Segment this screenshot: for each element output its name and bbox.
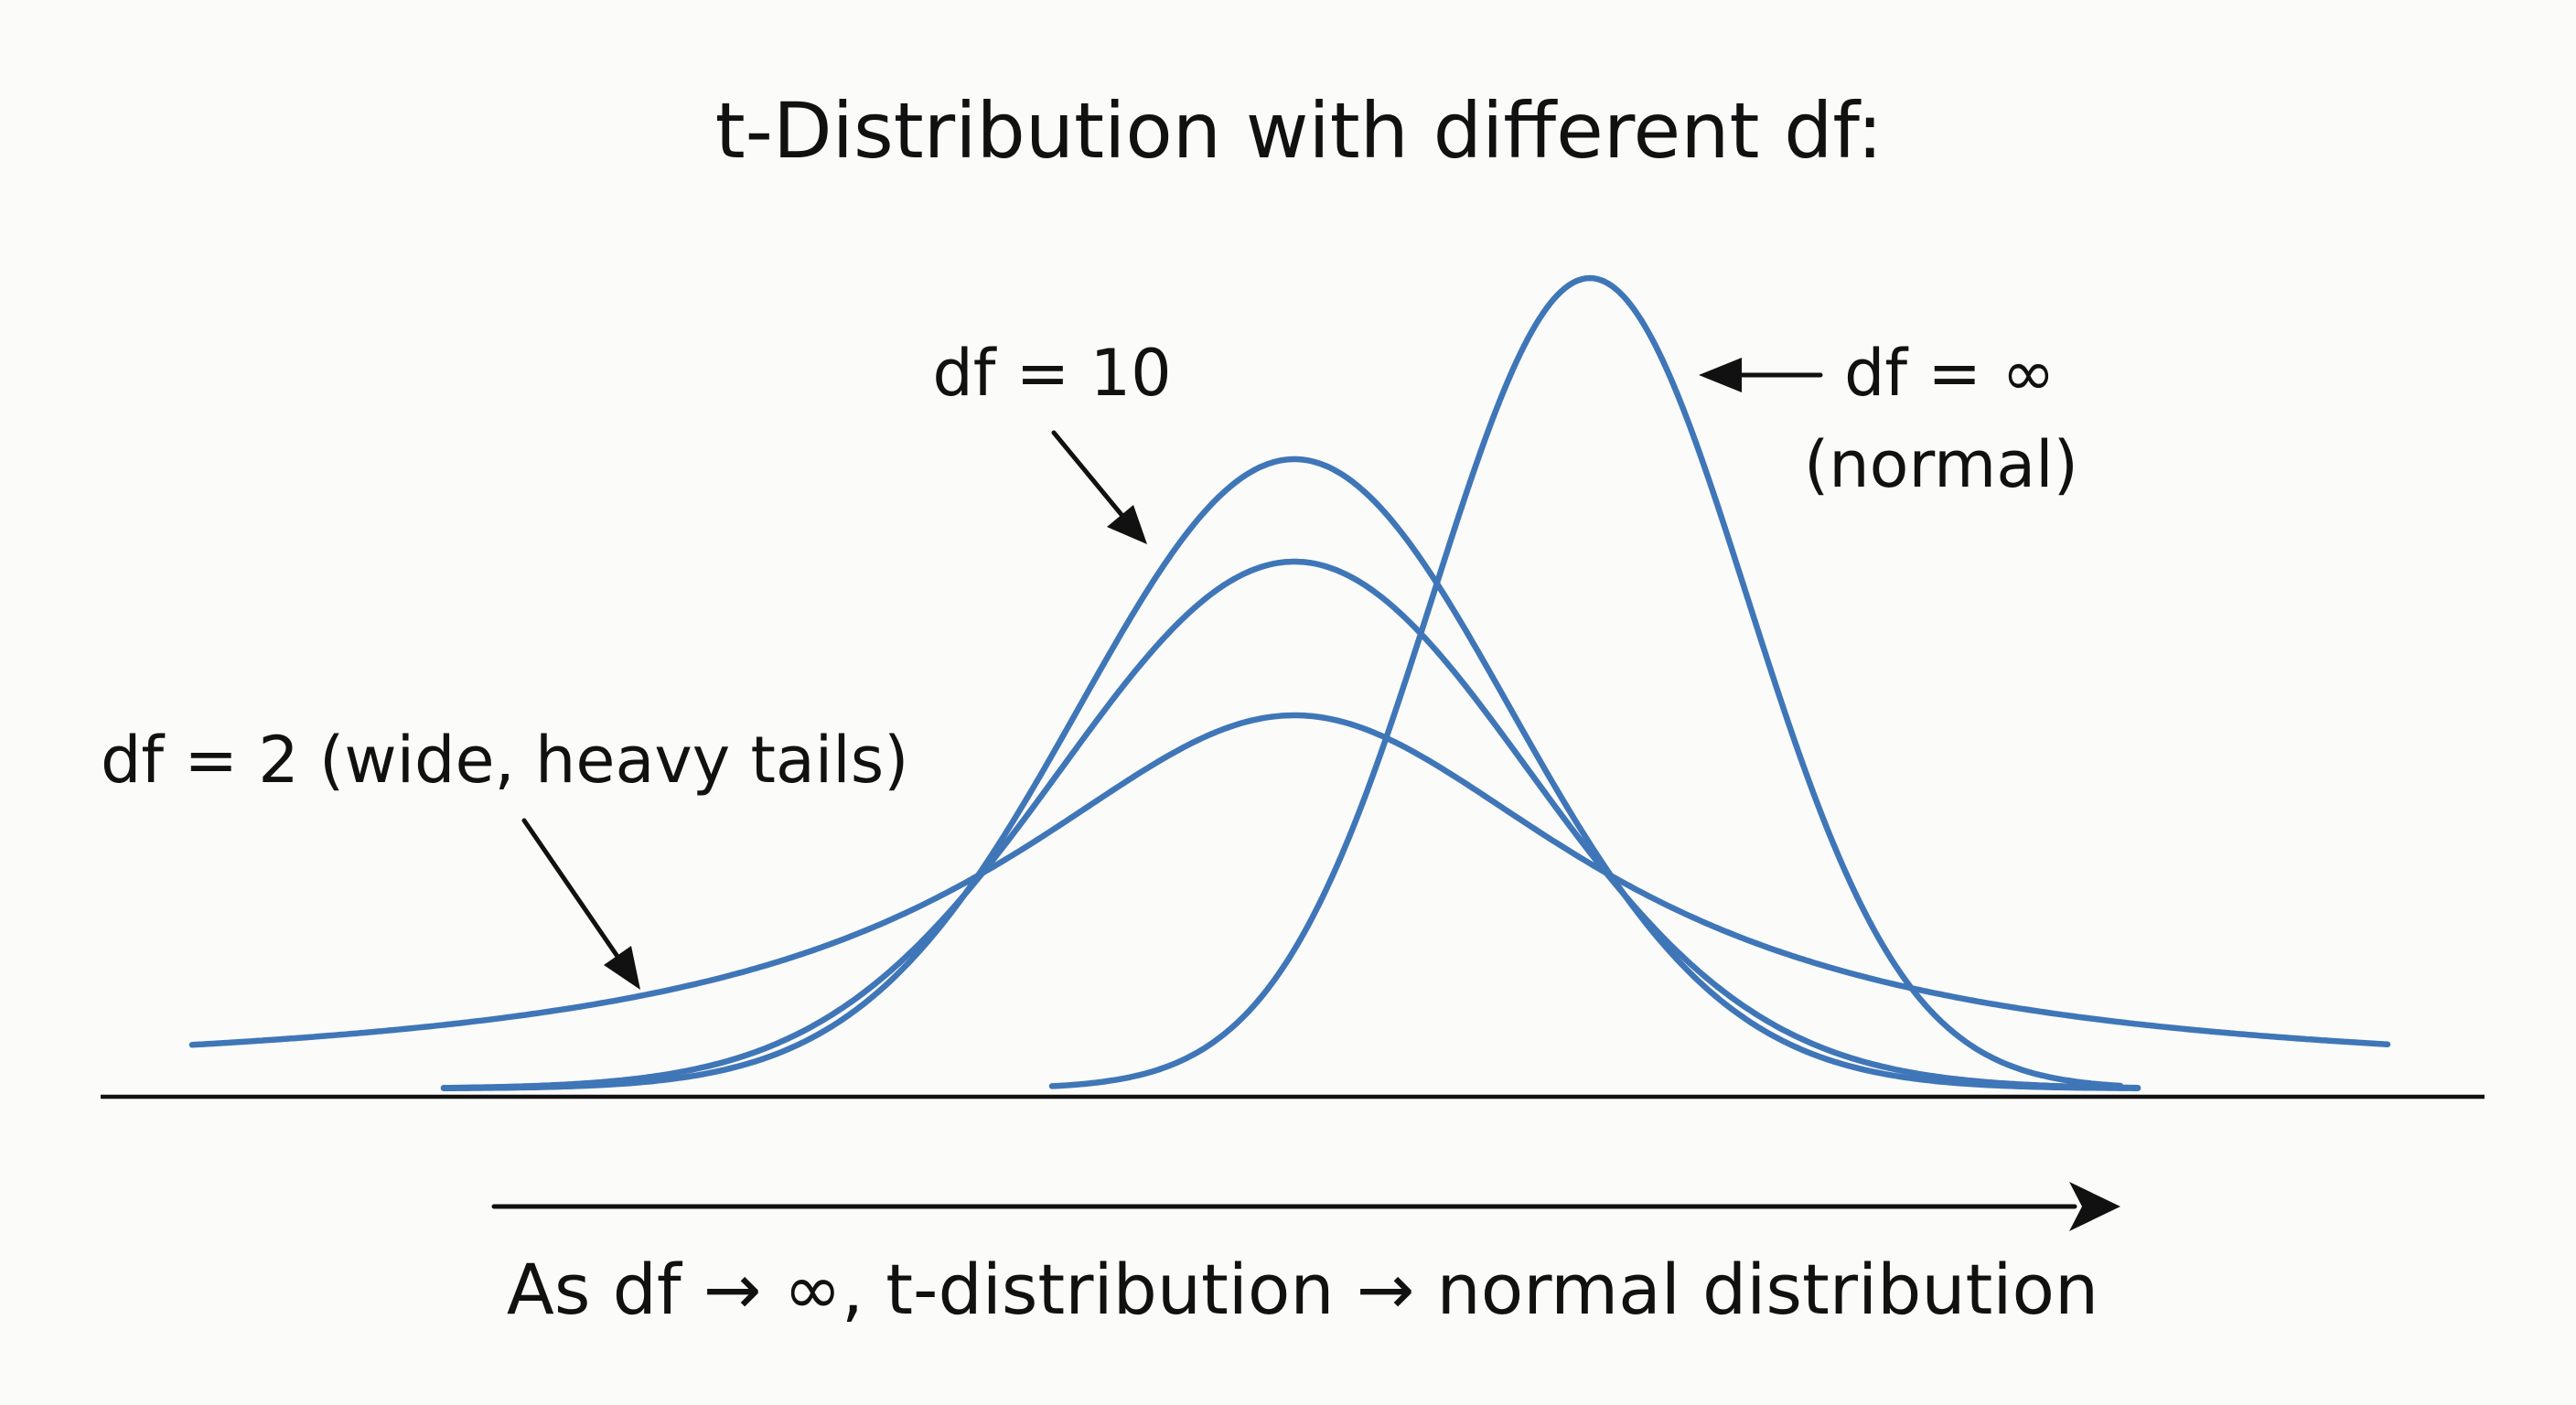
label-df-infinity-normal: (normal) [1804,427,2078,502]
arrow-right-icon [491,1182,2120,1231]
label-df-2: df = 2 (wide, heavy tails) [101,723,908,798]
curve-mid [440,558,2141,1091]
curves-group [188,274,2391,1091]
label-df-10: df = 10 [932,336,1171,411]
curve-df-infinity [1048,274,2124,1089]
curve-df-2 [188,712,2391,1048]
diagram-title: t-Distribution with different df: [715,86,1884,176]
label-df-infinity: df = ∞ [1844,336,2055,411]
curve-df-10 [440,456,2141,1091]
arrow-pointer-icon [1699,358,1823,392]
arrow-pointer-icon [521,818,640,990]
caption: As df → ∞, t-distribution → normal distr… [507,1249,2098,1330]
arrow-pointer-icon [1051,430,1147,544]
